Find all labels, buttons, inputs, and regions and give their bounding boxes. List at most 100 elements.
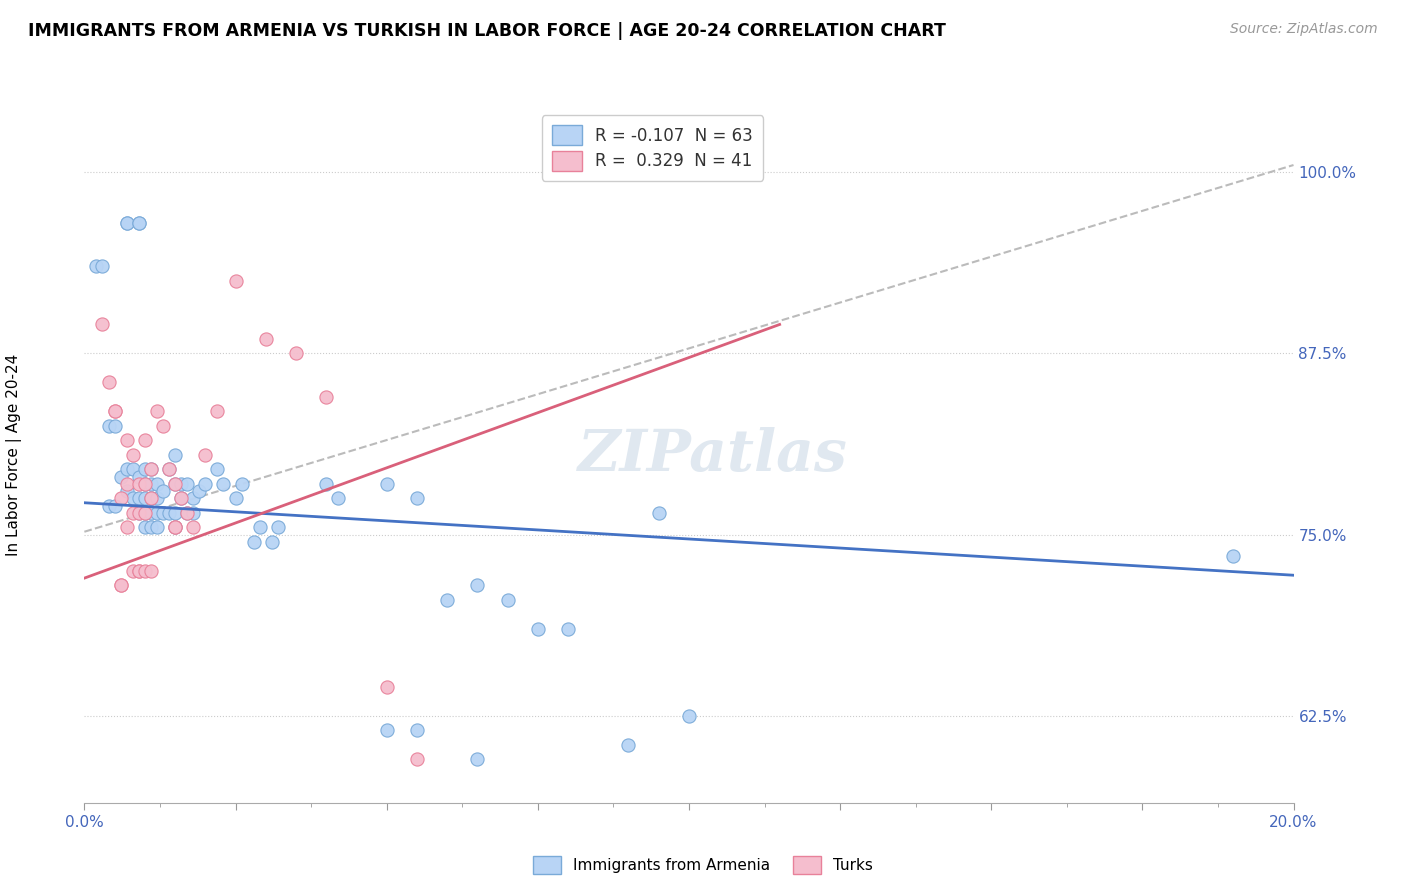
Point: [110, 578, 132, 592]
Point: [128, 216, 150, 230]
Point: [104, 404, 127, 418]
Point: [496, 592, 519, 607]
Point: [170, 491, 193, 506]
Point: [139, 462, 162, 476]
Point: [163, 520, 186, 534]
Point: [134, 506, 156, 520]
Point: [467, 578, 489, 592]
Point: [146, 506, 169, 520]
Point: [181, 506, 204, 520]
Point: [104, 824, 127, 838]
Point: [115, 462, 138, 476]
Point: [139, 476, 162, 491]
Point: [375, 723, 398, 738]
Point: [139, 564, 162, 578]
Point: [176, 506, 198, 520]
Point: [97, 499, 120, 513]
Point: [557, 622, 579, 636]
Point: [97, 376, 120, 390]
Point: [104, 499, 127, 513]
Point: [121, 506, 143, 520]
Point: [139, 491, 162, 506]
Point: [115, 520, 138, 534]
Point: [181, 520, 204, 534]
Point: [128, 491, 150, 506]
Point: [134, 491, 156, 506]
Point: [91, 260, 114, 274]
Point: [194, 476, 217, 491]
Point: [157, 462, 180, 476]
Point: [207, 462, 229, 476]
Point: [110, 469, 132, 483]
Point: [406, 491, 429, 506]
Point: [163, 448, 186, 462]
Point: [110, 578, 132, 592]
Point: [284, 346, 308, 360]
Point: [225, 491, 247, 506]
Legend: R = -0.107  N = 63, R =  0.329  N = 41: R = -0.107 N = 63, R = 0.329 N = 41: [543, 115, 763, 180]
Point: [128, 506, 150, 520]
Point: [617, 738, 640, 752]
Point: [128, 476, 150, 491]
Point: [163, 476, 186, 491]
Point: [1222, 549, 1244, 564]
Point: [157, 506, 180, 520]
Point: [139, 462, 162, 476]
Point: [104, 419, 127, 434]
Point: [128, 506, 150, 520]
Point: [128, 216, 150, 230]
Point: [91, 318, 114, 332]
Point: [121, 462, 143, 476]
Point: [115, 216, 138, 230]
Point: [176, 506, 198, 520]
Point: [170, 491, 193, 506]
Point: [97, 419, 120, 434]
Point: [115, 434, 138, 448]
Point: [146, 404, 169, 418]
Point: [176, 476, 198, 491]
Point: [139, 520, 162, 534]
Point: [375, 476, 398, 491]
Point: [163, 520, 186, 534]
Y-axis label: In Labor Force | Age 20-24: In Labor Force | Age 20-24: [6, 354, 22, 556]
Point: [134, 506, 156, 520]
Point: [181, 491, 204, 506]
Point: [207, 404, 229, 418]
Point: [467, 752, 489, 766]
Point: [188, 484, 211, 499]
Point: [260, 534, 283, 549]
Point: [121, 448, 143, 462]
Point: [146, 476, 169, 491]
Point: [375, 680, 398, 694]
Point: [134, 434, 156, 448]
Point: [315, 390, 337, 404]
Point: [134, 476, 156, 491]
Point: [128, 469, 150, 483]
Point: [152, 419, 174, 434]
Point: [134, 564, 156, 578]
Legend: Immigrants from Armenia, Turks: Immigrants from Armenia, Turks: [527, 850, 879, 880]
Point: [128, 564, 150, 578]
Point: [157, 462, 180, 476]
Point: [134, 462, 156, 476]
Point: [231, 476, 253, 491]
Point: [163, 476, 186, 491]
Point: [242, 534, 264, 549]
Point: [134, 476, 156, 491]
Point: [115, 476, 138, 491]
Text: Source: ZipAtlas.com: Source: ZipAtlas.com: [1230, 22, 1378, 37]
Point: [328, 491, 350, 506]
Point: [406, 752, 429, 766]
Point: [526, 622, 548, 636]
Point: [647, 506, 671, 520]
Point: [139, 506, 162, 520]
Point: [115, 216, 138, 230]
Point: [225, 274, 247, 288]
Point: [86, 260, 108, 274]
Point: [254, 332, 277, 346]
Point: [678, 708, 700, 723]
Point: [212, 476, 235, 491]
Point: [110, 491, 132, 506]
Point: [152, 484, 174, 499]
Point: [146, 520, 169, 534]
